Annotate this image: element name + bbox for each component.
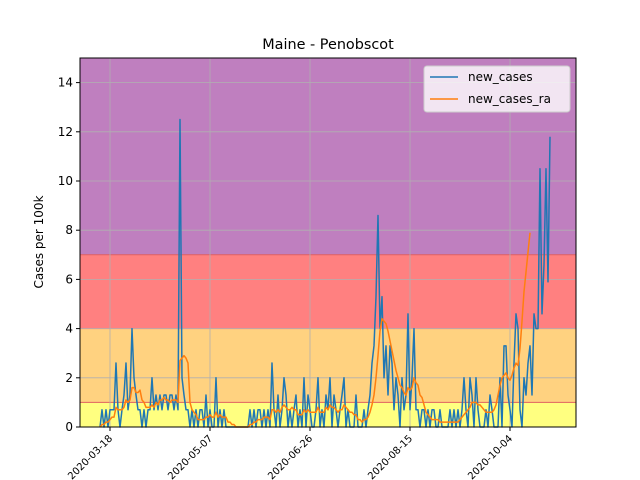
series-lines <box>99 118 551 428</box>
y-tick-label: 6 <box>65 272 73 286</box>
y-tick-label: 10 <box>58 174 73 188</box>
x-tick-label: 2020-10-04 <box>466 433 515 480</box>
legend-box <box>423 65 571 113</box>
risk-band-1 <box>80 328 576 403</box>
series-line-new_cases_ra <box>99 232 531 428</box>
x-tick-label: 2020-05-07 <box>166 433 215 480</box>
y-axis-label: Cases per 100k <box>32 195 46 288</box>
y-tick-label: 12 <box>58 125 73 139</box>
y-tick-label: 8 <box>65 223 73 237</box>
y-axis: 0 2 4 6 8 10 12 14 <box>58 76 80 434</box>
y-tick-label: 14 <box>58 76 73 90</box>
risk-bands <box>80 58 576 427</box>
y-tick-label: 2 <box>65 371 73 385</box>
x-tick-label: 2020-03-18 <box>66 433 115 480</box>
risk-band-2 <box>80 254 576 329</box>
legend-label-new_cases_ra: new_cases_ra <box>468 92 551 106</box>
y-tick-label: 4 <box>65 322 73 336</box>
x-tick-label: 2020-08-15 <box>366 433 415 480</box>
x-axis: 2020-03-18 2020-05-07 2020-06-26 2020-08-15… <box>66 427 515 480</box>
legend: new_cases new_cases_ra <box>423 65 571 113</box>
legend-label-new_cases: new_cases <box>468 70 533 84</box>
plot-frame <box>79 57 577 428</box>
y-tick-label: 0 <box>65 420 73 434</box>
x-tick-label: 2020-06-26 <box>266 433 315 480</box>
chart-title: Maine - Penobscot <box>262 37 394 53</box>
grid-lines <box>80 58 576 428</box>
